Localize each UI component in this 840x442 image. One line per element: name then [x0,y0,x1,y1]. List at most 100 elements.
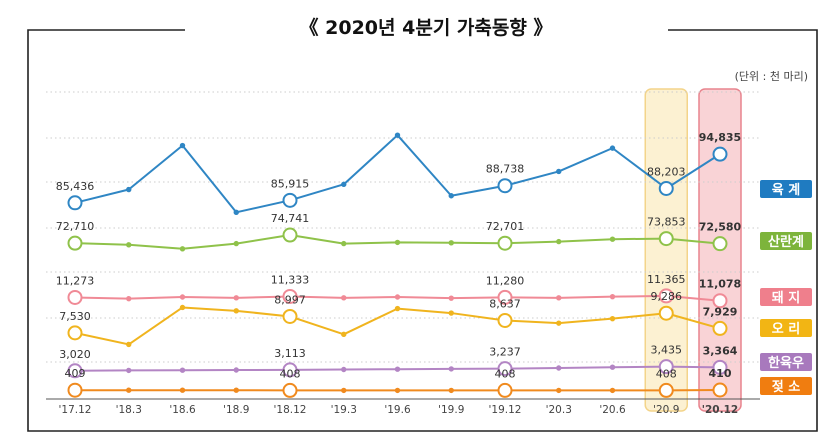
legend-label: 산란계 [768,234,804,250]
data-label: 8,997 [274,293,306,306]
data-point [448,193,454,199]
data-point [497,382,513,398]
series-line [74,134,721,214]
data-label: 408 [656,367,677,380]
data-point [341,331,347,338]
legend-badge [760,377,812,395]
data-point [341,295,347,301]
data-point [556,168,562,175]
data-point [233,387,239,393]
data-label: 11,280 [486,274,525,287]
data-label: 88,738 [486,163,525,176]
data-label: 72,710 [56,220,95,233]
data-point [448,240,454,246]
data-point [497,178,513,194]
data-label: 3,237 [489,346,521,359]
data-point [712,382,728,398]
data-point [394,366,401,372]
data-point [67,235,83,251]
data-label: 94,835 [699,131,741,144]
data-point [233,308,239,314]
data-point [658,180,674,196]
data-point [712,320,728,336]
data-point [658,231,674,247]
data-point [609,315,616,322]
legend-label: 육 계 [772,182,800,198]
data-point [341,240,347,247]
data-point [179,142,186,149]
data-point [126,387,132,393]
data-label: 73,853 [647,216,686,229]
data-label: 11,078 [699,278,741,291]
data-point [448,387,454,394]
data-point [179,304,186,311]
data-point [67,382,83,398]
data-point [282,382,298,398]
x-tick-label: '19.6 [384,404,411,416]
data-label: 9,286 [651,290,683,303]
data-point [394,132,401,138]
data-point [67,325,83,341]
data-point [126,295,132,302]
data-point [448,366,454,372]
data-point [658,288,674,304]
data-point [609,293,616,300]
data-point [712,146,728,162]
data-point [712,359,728,375]
x-tick-label: '18.6 [169,404,196,416]
data-point [233,209,239,216]
data-point [341,387,347,394]
legend-label: 한육우 [768,355,804,371]
data-point [179,387,186,393]
legend-label: 돼 지 [772,290,800,306]
data-label: 410 [709,367,732,380]
x-tick-label: '20.6 [599,404,626,416]
data-point [556,365,562,371]
highlight-column [644,88,688,412]
data-point [282,308,298,324]
data-label: 72,701 [486,220,525,233]
data-point [179,246,186,252]
chart-title: 《 2020년 4분기 가축동향 》 [300,16,553,39]
legend-badge [760,353,812,371]
data-label: 74,741 [271,212,310,225]
x-tick-label: '17.12 [59,404,92,416]
x-tick-label: '18.3 [116,404,142,416]
data-point [233,367,239,373]
chart-frame [27,29,818,432]
legend-badge [760,319,812,337]
data-point [712,293,728,309]
data-point [67,363,83,379]
data-point [556,238,562,245]
data-point [609,364,616,370]
data-point [233,240,239,247]
data-point [394,239,401,246]
data-point [658,382,674,398]
data-point [658,359,674,375]
x-tick-label: '19.9 [438,404,464,416]
data-point [233,295,239,301]
x-tick-label: '19.3 [331,404,357,416]
unit-note: (단위 : 천 마리) [735,69,808,83]
data-point [712,236,728,252]
data-point [394,387,401,394]
legend-badge [760,288,812,306]
data-point [282,362,298,378]
legend-badge [760,232,812,250]
data-label: 7,929 [703,305,738,318]
x-tick-label: '18.9 [223,404,249,416]
data-label: 85,436 [56,180,95,193]
data-label: 3,113 [274,347,306,360]
data-point [497,312,513,328]
data-label: 409 [65,367,86,380]
data-point [282,288,298,304]
x-tick-label: '20.3 [546,404,572,416]
x-tick-label: '19.12 [489,404,522,416]
data-point [497,361,513,377]
legend-label: 오 리 [772,321,800,337]
data-label: 11,273 [56,274,95,287]
data-label: 11,365 [647,273,686,286]
data-point [658,305,674,321]
series-line [74,306,721,346]
